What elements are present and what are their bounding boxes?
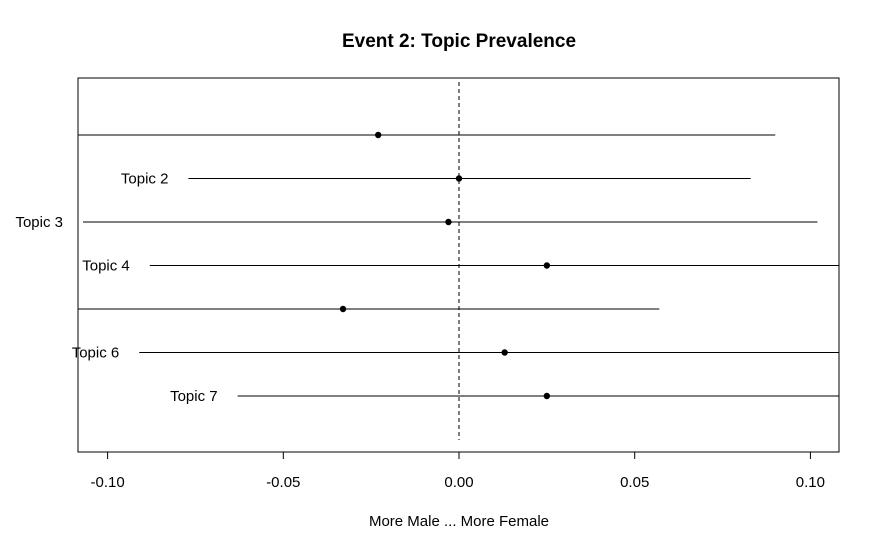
chart-title: Event 2: Topic Prevalence <box>342 31 576 52</box>
point-estimate <box>445 218 452 226</box>
point-estimate <box>501 349 508 356</box>
plot-area <box>78 82 839 440</box>
point-estimate <box>543 262 551 269</box>
topic-label: Topic 7 <box>170 388 218 405</box>
x-tick-label: -0.05 <box>266 474 300 491</box>
topic-label: Topic 3 <box>15 214 63 231</box>
point-estimate <box>455 175 463 182</box>
topic-label: Topic 2 <box>121 171 169 188</box>
point-estimate <box>374 131 382 139</box>
point-estimate <box>339 305 347 313</box>
topic-label: Topic 4 <box>82 258 130 275</box>
x-axis: -0.10 -0.05 0.00 0.05 0.10 <box>90 451 825 491</box>
point-estimate <box>543 392 551 400</box>
x-tick-label: -0.10 <box>90 474 124 491</box>
x-tick-label: 0.10 <box>796 474 825 491</box>
x-tick-label: 0.00 <box>444 474 473 491</box>
x-axis-label: More Male ... More Female <box>369 513 549 530</box>
topic-label: Topic 6 <box>72 345 120 362</box>
x-tick-label: 0.05 <box>620 474 649 491</box>
